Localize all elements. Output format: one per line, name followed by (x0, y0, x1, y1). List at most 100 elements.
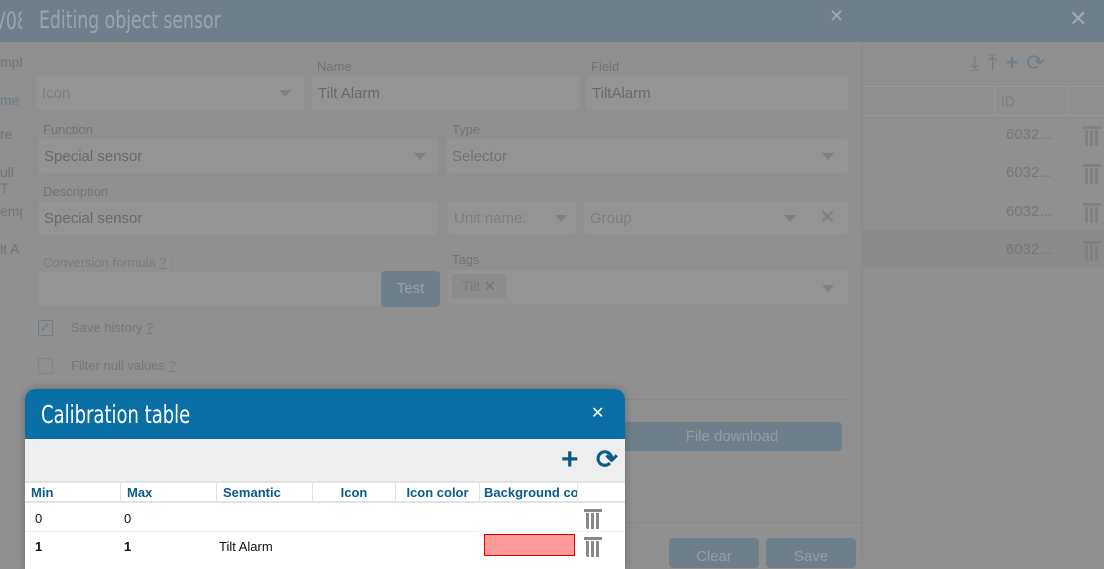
calibration-header: Calibration table ✕ (25, 389, 625, 439)
calibration-toolbar: + ⟳ (25, 439, 625, 483)
edit-dialog-header: Editing object sensor ✕ (22, 0, 863, 42)
caret-down-icon (555, 215, 567, 222)
divider (862, 86, 1104, 87)
divider (994, 86, 995, 115)
group-select[interactable]: Group ✕ (584, 201, 848, 235)
download-icon[interactable]: ⤓ (970, 50, 988, 75)
clear-button[interactable]: Clear (669, 538, 759, 568)
field-input[interactable]: TiltAlarm (586, 76, 848, 110)
test-button[interactable]: Test (381, 271, 440, 307)
column-header-background-color: Background co (480, 483, 578, 502)
column-header-max: Max (121, 483, 217, 502)
name-label: Name (317, 59, 352, 74)
trash-icon[interactable] (1083, 239, 1101, 261)
column-header-icon: Icon (313, 483, 396, 502)
plus-icon[interactable]: + (1005, 50, 1027, 75)
function-label: Function (43, 122, 93, 137)
text: mpl (0, 54, 22, 70)
text: emp (0, 203, 22, 219)
text: Save history (71, 320, 143, 335)
trash-icon[interactable] (1083, 201, 1101, 223)
background-color-swatch[interactable] (484, 534, 575, 556)
base-left-column: mpl me re ull T emp lt A (0, 54, 22, 274)
help-link[interactable]: ? (159, 255, 167, 270)
formula-input[interactable] (38, 272, 382, 306)
caret-down-icon (279, 90, 291, 97)
text: Unit name: (454, 210, 527, 227)
calibration-row[interactable]: 1 1 Tilt Alarm (25, 532, 625, 561)
type-label: Type (452, 122, 481, 137)
tags-select[interactable]: Tilt ✕ (448, 270, 848, 304)
trash-icon[interactable] (584, 507, 602, 529)
calibration-row[interactable]: 0 0 (25, 503, 625, 532)
text: me (0, 92, 20, 108)
remove-tag-icon[interactable]: ✕ (484, 278, 496, 294)
cell-max[interactable]: 0 (124, 511, 132, 526)
trash-icon[interactable] (584, 535, 602, 557)
row-id: 6032... (1006, 241, 1052, 258)
cell-min[interactable]: 1 (35, 539, 43, 554)
help-link[interactable]: ? (146, 320, 154, 335)
calibration-title: Calibration table (41, 400, 191, 429)
field-label: Field (591, 59, 620, 74)
icon-select[interactable]: Icon (36, 76, 304, 110)
row-id: 6032... (1006, 164, 1052, 181)
trash-icon[interactable] (1083, 124, 1101, 146)
save-button[interactable]: Save (766, 538, 856, 568)
calibration-table-header: Min Max Semantic Icon Icon color Backgro… (25, 483, 625, 503)
calibration-modal: Calibration table ✕ + ⟳ Min Max Semantic… (25, 389, 625, 569)
tags-label: Tags (452, 252, 480, 267)
description-input[interactable]: Special sensor (38, 201, 438, 235)
text: lt A (0, 241, 20, 257)
filter-null-checkbox[interactable] (38, 358, 53, 374)
caret-down-icon (822, 285, 834, 292)
column-header-min: Min (25, 483, 121, 502)
caret-down-icon (784, 215, 796, 222)
row-id: 6032... (1006, 203, 1052, 220)
refresh-icon[interactable]: ⟳ (1026, 50, 1053, 75)
row-id: 6032... (1006, 126, 1052, 143)
name-input[interactable]: Tilt Alarm (312, 76, 580, 110)
id-column-header: ID (1001, 93, 1015, 109)
filter-null-label: Filter null values ? (71, 358, 176, 373)
cell-max[interactable]: 1 (124, 539, 132, 554)
unit-select[interactable]: Unit name: (448, 201, 576, 235)
plus-icon[interactable]: + (561, 443, 579, 476)
trash-icon[interactable] (1083, 162, 1101, 184)
text: Selector (452, 148, 508, 165)
text: : (170, 255, 174, 270)
text: Icon (42, 85, 71, 102)
cell-min[interactable]: 0 (35, 511, 43, 526)
selected-row-bg (862, 230, 1104, 268)
text: ull T (0, 164, 15, 196)
column-header-icon-color: Icon color (396, 483, 480, 502)
function-select[interactable]: Special sensor (38, 139, 438, 173)
base-toolbar: ⤓⤒+⟳ (970, 50, 1053, 76)
text: Conversion formula (43, 255, 156, 270)
description-label: Description (43, 184, 109, 199)
refresh-icon[interactable]: ⟳ (596, 444, 618, 474)
clear-icon[interactable]: ✕ (820, 207, 836, 227)
text: re (0, 126, 13, 142)
help-link[interactable]: ? (168, 358, 176, 373)
close-icon[interactable]: ✕ (591, 405, 605, 422)
divider (1067, 86, 1068, 115)
divider (862, 115, 1104, 116)
save-history-label: Save history ? (71, 320, 153, 335)
edit-dialog-title: Editing object sensor (39, 6, 221, 34)
upload-icon[interactable]: ⤒ (987, 50, 1006, 75)
file-download-button[interactable]: File download (622, 422, 842, 451)
close-icon[interactable]: ✕ (1069, 6, 1088, 31)
text: Special sensor (44, 148, 143, 165)
cell-semantic[interactable]: Tilt Alarm (219, 539, 273, 554)
column-header-semantic: Semantic (217, 483, 313, 502)
caret-down-icon (414, 153, 426, 160)
type-select[interactable]: Selector (446, 139, 848, 173)
close-icon[interactable]: ✕ (829, 6, 845, 26)
formula-label: Conversion formula ? : (43, 255, 174, 270)
text: Tilt (462, 278, 481, 294)
caret-down-icon (822, 153, 834, 160)
text: Filter null values (71, 358, 165, 373)
save-history-checkbox[interactable]: ✓ (38, 319, 53, 336)
tag-chip: Tilt ✕ (452, 274, 506, 299)
